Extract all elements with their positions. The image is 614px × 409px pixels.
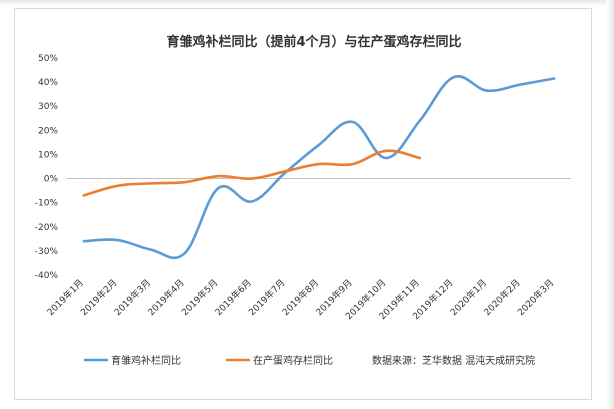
legend-label-1: 在产蛋鸡存栏同比 xyxy=(253,354,333,367)
y-tick-label: 20% xyxy=(38,126,58,136)
series-line-1 xyxy=(82,149,422,197)
y-tick-label: 40% xyxy=(38,78,58,88)
x-tick-label: 2020年3月 xyxy=(515,277,556,318)
legend: 育雏鸡补栏同比 在产蛋鸡存栏同比 数据来源：芝华数据 混沌天成研究院 xyxy=(84,354,535,367)
y-axis: 50% 40% 30% 20% 10% 0% -10% -20% -30% -40% xyxy=(35,54,571,281)
y-tick-label: 30% xyxy=(38,102,58,112)
chart-frame xyxy=(14,8,592,400)
y-tick-label: 10% xyxy=(38,150,58,160)
legend-label-0: 育雏鸡补栏同比 xyxy=(111,354,181,367)
x-axis: 2019年1月2019年2月2019年3月2019年4月2019年5月2019年… xyxy=(44,277,556,323)
data-source: 数据来源：芝华数据 混沌天成研究院 xyxy=(372,354,535,367)
chart-title: 育雏鸡补栏同比（提前4个月）与在产蛋鸡存栏同比 xyxy=(166,34,461,50)
y-tick-label: -10% xyxy=(35,199,59,209)
top-shadow xyxy=(0,0,614,6)
y-tick-label: -40% xyxy=(35,271,59,281)
series-layer xyxy=(82,74,556,260)
y-tick-label: -20% xyxy=(35,223,59,233)
right-shadow xyxy=(606,0,614,409)
series-line-0 xyxy=(82,74,556,260)
y-tick-label: 50% xyxy=(38,54,58,64)
y-tick-label: -30% xyxy=(35,247,59,257)
y-tick-label: 0% xyxy=(44,175,59,185)
